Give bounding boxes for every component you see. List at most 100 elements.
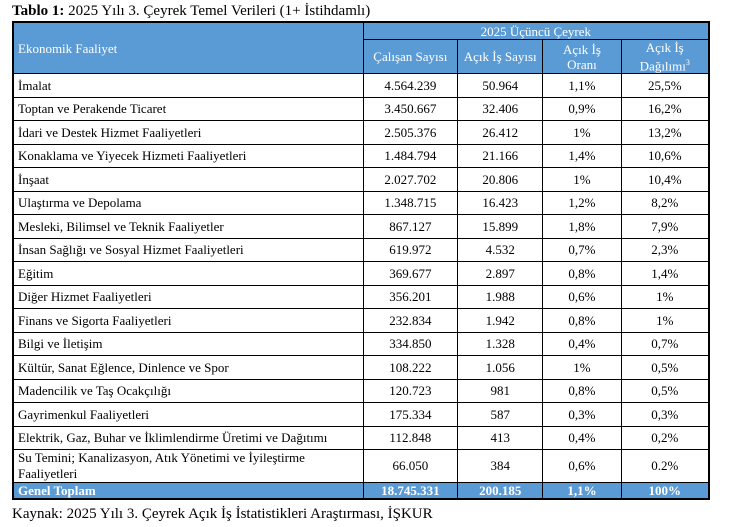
cell-employees: 175.334 (362, 402, 459, 427)
cell-employees: 108.222 (362, 355, 459, 380)
cell-share: 1,4% (620, 261, 710, 286)
cell-name: Mesleki, Bilimsel ve Teknik Faaliyetler (12, 214, 364, 239)
cell-share: 16,2% (620, 96, 710, 122)
cell-share: 0,2% (620, 425, 710, 451)
cell-employees: 66.050 (362, 449, 459, 484)
cell-share: 1% (620, 308, 710, 333)
cell-employees: 3.450.667 (362, 96, 459, 122)
cell-share: 8,2% (620, 190, 710, 216)
cell-vacancies: 4.532 (457, 237, 544, 263)
cell-employees: 2.027.702 (362, 167, 459, 192)
cell-name: İnşaat (12, 167, 364, 192)
cell-vacancies: 15.899 (457, 214, 544, 239)
cell-name: Diğer Hizmet Faaliyetleri (12, 284, 364, 310)
cell-rate: 0,6% (542, 449, 622, 484)
total-share: 100% (620, 482, 710, 500)
cell-name: Eğitim (12, 261, 364, 286)
cell-employees: 619.972 (362, 237, 459, 263)
header-activity: Ekonomik Faaliyet (12, 21, 364, 75)
cell-share: 0,5% (620, 355, 710, 380)
table-row: İdari ve Destek Hizmet Faaliyetleri 2.505… (12, 120, 710, 145)
cell-employees: 867.127 (362, 214, 459, 239)
cell-rate: 0,7% (542, 237, 622, 263)
table-row: Gayrimenkul Faaliyetleri 175.334 587 0,3% 0,… (12, 402, 710, 427)
cell-name: Toptan ve Perakende Ticaret (12, 96, 364, 122)
cell-employees: 1.348.715 (362, 190, 459, 216)
header-vacancies: Açık İş Sayısı (457, 38, 544, 75)
cell-share: 1% (620, 284, 710, 310)
source-note: Kaynak: 2025 Yılı 3. Çeyrek Açık İş İsta… (12, 506, 433, 522)
total-employees: 18.745.331 (362, 482, 459, 500)
table-row: Elektrik, Gaz, Buhar ve İklimlendirme Ür… (12, 425, 710, 451)
cell-employees: 2.505.376 (362, 120, 459, 145)
data-table: Ekonomik Faaliyet 2025 Üçüncü Çeyrek Çal… (12, 21, 710, 501)
cell-rate: 0,6% (542, 284, 622, 310)
cell-vacancies: 1.328 (457, 331, 544, 357)
cell-employees: 120.723 (362, 378, 459, 404)
cell-name: İnsan Sağlığı ve Sosyal Hizmet Faaliyetl… (12, 237, 364, 263)
cell-vacancies: 1.988 (457, 284, 544, 310)
cell-share: 25,5% (620, 73, 710, 98)
cell-vacancies: 2.897 (457, 261, 544, 286)
cell-name: İdari ve Destek Hizmet Faaliyetleri (12, 120, 364, 145)
table-title: Tablo 1: 2025 Yılı 3. Çeyrek Temel Veril… (12, 3, 370, 20)
cell-rate: 1,4% (542, 143, 622, 169)
cell-rate: 1% (542, 167, 622, 192)
cell-employees: 334.850 (362, 331, 459, 357)
table-row: İnşaat 2.027.702 20.806 1% 10,4% (12, 167, 710, 192)
total-rate: 1,1% (542, 482, 622, 500)
cell-vacancies: 587 (457, 402, 544, 427)
cell-rate: 0,4% (542, 425, 622, 451)
table-number: Tablo 1: (12, 3, 65, 19)
cell-name: Kültür, Sanat Eğlence, Dinlence ve Spor (12, 355, 364, 380)
cell-rate: 1% (542, 120, 622, 145)
table-row: İnsan Sağlığı ve Sosyal Hizmet Faaliyetl… (12, 237, 710, 263)
cell-name: Ulaştırma ve Depolama (12, 190, 364, 216)
cell-name: Konaklama ve Yiyecek Hizmeti Faaliyetler… (12, 143, 364, 169)
cell-employees: 356.201 (362, 284, 459, 310)
header-rate: Açık İş Oranı (542, 38, 622, 75)
total-row: Genel Toplam 18.745.331 200.185 1,1% 100% (12, 482, 710, 500)
table-row: Su Temini; Kanalizasyon, Atık Yönetimi v… (12, 449, 710, 484)
cell-rate: 1% (542, 355, 622, 380)
cell-employees: 1.484.794 (362, 143, 459, 169)
cell-share: 0,7% (620, 331, 710, 357)
table-row: Finans ve Sigorta Faaliyetleri 232.834 1.9… (12, 308, 710, 333)
total-name: Genel Toplam (12, 482, 364, 500)
cell-vacancies: 16.423 (457, 190, 544, 216)
cell-share: 0,3% (620, 402, 710, 427)
table-row: Kültür, Sanat Eğlence, Dinlence ve Spor 1… (12, 355, 710, 380)
cell-rate: 0,8% (542, 308, 622, 333)
table-row: Ulaştırma ve Depolama 1.348.715 16.423 1,2%… (12, 190, 710, 216)
cell-share: 10,6% (620, 143, 710, 169)
table-row: Konaklama ve Yiyecek Hizmeti Faaliyetler… (12, 143, 710, 169)
cell-rate: 0,4% (542, 331, 622, 357)
cell-employees: 232.834 (362, 308, 459, 333)
cell-vacancies: 981 (457, 378, 544, 404)
cell-vacancies: 32.406 (457, 96, 544, 122)
cell-vacancies: 1.942 (457, 308, 544, 333)
cell-vacancies: 26.412 (457, 120, 544, 145)
table-row: İmalat 4.564.239 50.964 1,1% 25,5% (12, 73, 710, 98)
table-row: Bilgi ve İletişim 334.850 1.328 0,4% 0,7% (12, 331, 710, 357)
cell-rate: 0,8% (542, 261, 622, 286)
table-row: Diğer Hizmet Faaliyetleri 356.201 1.988 0,6… (12, 284, 710, 310)
cell-name: İmalat (12, 73, 364, 98)
cell-rate: 1,1% (542, 73, 622, 98)
cell-share: 10,4% (620, 167, 710, 192)
cell-rate: 1,8% (542, 214, 622, 239)
cell-employees: 369.677 (362, 261, 459, 286)
table-row: Mesleki, Bilimsel ve Teknik Faaliyetler 8… (12, 214, 710, 239)
cell-share: 7,9% (620, 214, 710, 239)
header-period: 2025 Üçüncü Çeyrek (362, 21, 710, 40)
table-row: Madencilik ve Taş Ocakçılığı 120.723 981 0,… (12, 378, 710, 404)
cell-rate: 0,8% (542, 378, 622, 404)
cell-rate: 1,2% (542, 190, 622, 216)
cell-name: Madencilik ve Taş Ocakçılığı (12, 378, 364, 404)
cell-name: Gayrimenkul Faaliyetleri (12, 402, 364, 427)
table-title-text: 2025 Yılı 3. Çeyrek Temel Verileri (1+ İ… (68, 3, 371, 19)
cell-name: Finans ve Sigorta Faaliyetleri (12, 308, 364, 333)
cell-share: 13,2% (620, 120, 710, 145)
cell-vacancies: 21.166 (457, 143, 544, 169)
cell-share: 0.2% (620, 449, 710, 484)
